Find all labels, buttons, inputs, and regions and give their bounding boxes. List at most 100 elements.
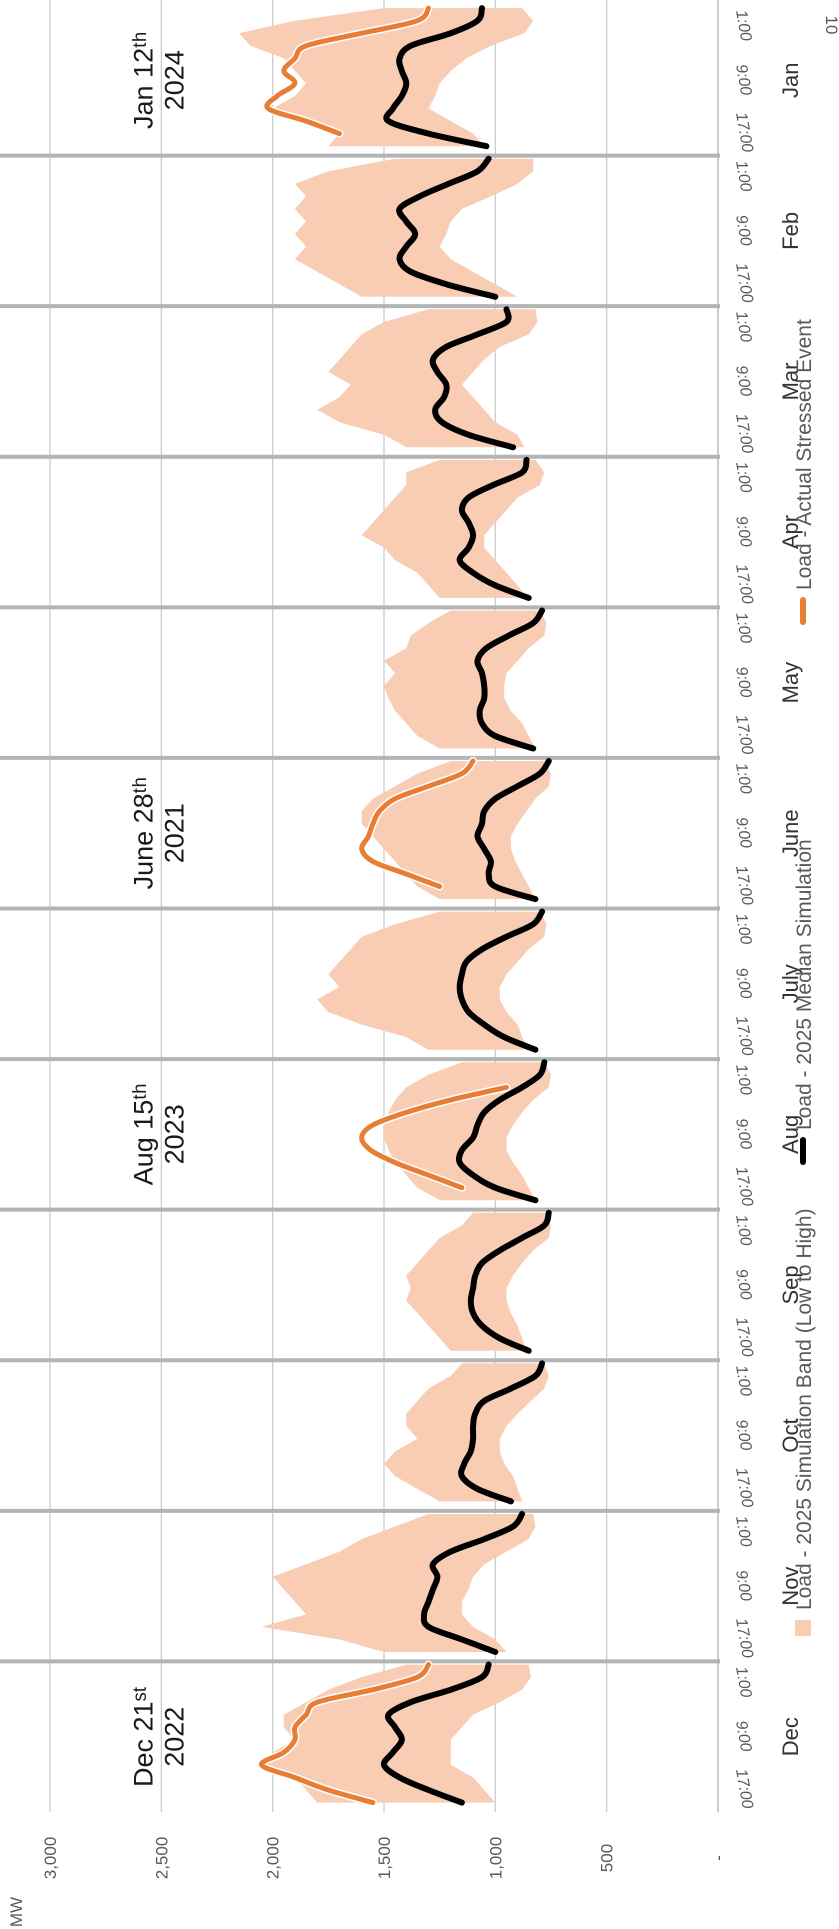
actual-line-jan <box>264 5 432 137</box>
legend-items: Load - 2025 Simulation Band (Low to High… <box>793 319 816 1636</box>
hour-tick-label: 1:00 <box>732 611 754 645</box>
y-tick-label: 3,000 <box>41 1837 60 1880</box>
hour-tick-label: 9:00 <box>732 1719 754 1753</box>
month-label-jan: Jan <box>778 63 803 98</box>
median-line-july <box>456 908 546 1053</box>
hour-tick-label: 9:00 <box>732 1268 754 1302</box>
event-annotation-june: June 28ᵗʰ2021 <box>128 777 189 889</box>
median-line-apr <box>456 456 532 601</box>
hour-tick-label: 17:00 <box>732 1316 756 1358</box>
y-tick-label: - <box>709 1855 728 1861</box>
month-label-dec: Dec <box>778 1717 803 1756</box>
hour-tick-label: 9:00 <box>732 1117 754 1151</box>
annotation-line: 2023 <box>159 1104 189 1164</box>
hour-tick-label: 17:00 <box>732 111 756 153</box>
actual-line-june <box>359 758 476 889</box>
event-annotation-jan: Jan 12ᵗʰ2024 <box>128 32 189 129</box>
hour-tick-label: 1:00 <box>732 1665 754 1699</box>
hour-tick-label: 17:00 <box>732 262 756 304</box>
legend-label-median: Load - 2025 Median Simulation <box>793 839 816 1130</box>
y-tick-label: 2,000 <box>264 1837 283 1880</box>
corner-label: 10 <box>822 16 839 35</box>
band-area-nov <box>261 1514 536 1652</box>
hour-tick-label: 1:00 <box>732 310 754 344</box>
month-label-aug: Aug <box>778 1115 803 1154</box>
y-tick-label: 500 <box>598 1844 617 1872</box>
month-label-mar: Mar <box>778 363 803 401</box>
hour-tick-label: 1:00 <box>732 9 754 43</box>
hour-tick-label: 9:00 <box>732 966 754 1000</box>
y-axis: 3,000 2,500 2,000 1,500 1,000 500 - <box>41 1837 728 1880</box>
hour-tick-label: 17:00 <box>732 1768 756 1810</box>
y-tick-label: 1,500 <box>375 1837 394 1880</box>
month-label-nov: Nov <box>778 1567 803 1606</box>
hour-tick-label: 1:00 <box>732 1515 754 1549</box>
hour-tick-labels: 1:00 9:00 17:00 1:00 9:00 17:00 1:00 9:00 17:00 1… <box>732 9 756 1810</box>
median-line-oct <box>458 1360 546 1505</box>
y-tick-label: 2,500 <box>152 1837 171 1880</box>
month-label-oct: Oct <box>778 1418 803 1452</box>
month-label-may: May <box>778 662 803 704</box>
hour-tick-label: 9:00 <box>732 816 754 850</box>
median-line-jan <box>383 5 490 150</box>
band-area-apr <box>361 459 545 598</box>
hour-tick-label: 17:00 <box>732 864 756 906</box>
annotation-line: Dec 21ˢᵗ <box>128 1686 158 1787</box>
annotation-line: Jan 12ᵗʰ <box>128 32 158 129</box>
hour-tick-label: 17:00 <box>732 412 756 454</box>
actual-line-dec <box>259 1662 432 1806</box>
hour-tick-label: 17:00 <box>732 1466 756 1508</box>
median-line-june <box>474 758 552 903</box>
month-labels: Jan Feb Mar Apr May June July Aug Sep Oct Nov Dec <box>778 63 803 1757</box>
month-dividers <box>0 153 720 1664</box>
hour-tick-label: 1:00 <box>732 762 754 796</box>
hour-tick-label: 17:00 <box>732 1165 756 1207</box>
band-area-may <box>384 610 547 749</box>
event-annotation-aug: Aug 15ᵗʰ2023 <box>128 1083 189 1185</box>
median-line-mar <box>429 306 517 451</box>
actual-event-series <box>257 4 511 1807</box>
month-label-feb: Feb <box>778 212 803 250</box>
band-area-mar <box>317 309 538 448</box>
hour-tick-label: 9:00 <box>732 214 754 248</box>
hour-tick-label: 17:00 <box>732 563 756 605</box>
month-label-july: July <box>778 964 803 1003</box>
legend-swatch-band <box>795 1620 811 1636</box>
hour-tick-label: 1:00 <box>732 912 754 946</box>
hour-tick-label: 1:00 <box>732 159 754 193</box>
median-line-nov <box>420 1510 526 1655</box>
hour-tick-label: 1:00 <box>732 1213 754 1247</box>
annotation-line: Aug 15ᵗʰ <box>128 1083 158 1185</box>
hour-tick-label: 9:00 <box>732 1418 754 1452</box>
hour-tick-label: 17:00 <box>732 713 756 755</box>
hour-tick-label: 1:00 <box>732 1364 754 1398</box>
event-annotation-dec: Dec 21ˢᵗ2022 <box>128 1686 189 1787</box>
month-label-june: June <box>778 809 803 857</box>
median-line-sep <box>467 1209 552 1354</box>
annotation-line: 2024 <box>159 50 189 110</box>
legend-label-actual: Load - Actual Stressed Event <box>793 319 816 590</box>
hour-tick-label: 17:00 <box>732 1617 756 1659</box>
legend: Load - 2025 Simulation Band (Low to High… <box>793 319 816 1636</box>
hour-tick-label: 9:00 <box>732 665 754 699</box>
hour-tick-label: 9:00 <box>732 364 754 398</box>
hour-tick-label: 1:00 <box>732 461 754 495</box>
annotation-line: June 28ᵗʰ <box>128 777 158 889</box>
y-axis-title: MW <box>7 1897 26 1927</box>
median-line-aug <box>455 1059 548 1204</box>
hour-tick-label: 9:00 <box>732 1569 754 1603</box>
legend-label-band: Load - 2025 Simulation Band (Low to High… <box>793 1208 816 1610</box>
median-line-feb <box>396 155 499 300</box>
month-label-sep: Sep <box>778 1265 803 1304</box>
gridlines <box>49 0 719 1812</box>
y-tick-label: 1,000 <box>486 1837 505 1880</box>
median-line-dec <box>380 1661 492 1806</box>
hour-tick-label: 1:00 <box>732 1063 754 1097</box>
median-simulation-series <box>380 5 552 1806</box>
hour-tick-label: 9:00 <box>732 63 754 97</box>
actual-line-aug <box>359 1084 509 1191</box>
band-area-sep <box>406 1212 551 1351</box>
event-annotations: Jan 12ᵗʰ2024 June 28ᵗʰ2021 Aug 15ᵗʰ2023 Dec… <box>128 32 189 1787</box>
annotation-line: 2022 <box>159 1707 189 1767</box>
